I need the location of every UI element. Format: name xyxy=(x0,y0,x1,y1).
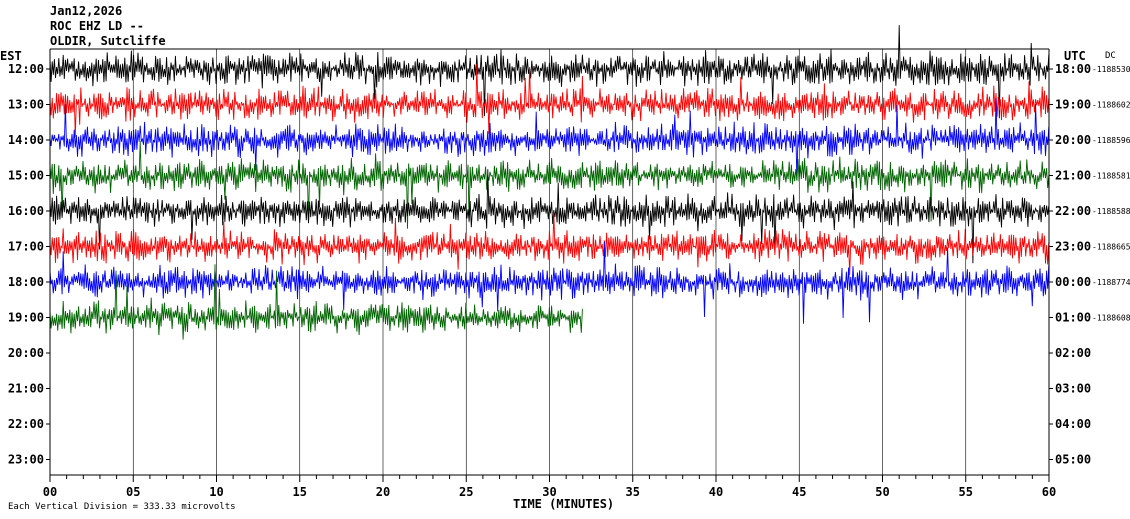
dc-offset-labels: -1188530 -1188602 -1188596 -1188581 -1188588… xyxy=(1092,65,1130,323)
x-tick-label-55: 55 xyxy=(959,485,973,499)
site-label: OLDIR, Sutcliffe xyxy=(50,34,166,48)
x-tick-label-40: 40 xyxy=(709,485,723,499)
x-tick-label-05: 05 xyxy=(126,485,140,499)
dc-value-19:00: -1188602 xyxy=(1092,101,1130,110)
trace-row-16:00 xyxy=(49,169,1050,264)
x-tick-label-25: 25 xyxy=(459,485,473,499)
est-label-18:00: 18:00 xyxy=(8,275,44,289)
utc-label-21:00: 21:00 xyxy=(1055,169,1091,183)
dc-value-23:00: -1188665 xyxy=(1092,243,1130,252)
dc-value-00:00: -1188774 xyxy=(1092,278,1130,287)
dc-value-18:00: -1188530 xyxy=(1092,65,1130,74)
seismic-traces xyxy=(49,25,1050,340)
utc-label-04:00: 04:00 xyxy=(1055,417,1091,431)
utc-label-05:00: 05:00 xyxy=(1055,453,1091,467)
x-tick-label-60: 60 xyxy=(1042,485,1056,499)
dc-value-20:00: -1188596 xyxy=(1092,136,1130,145)
x-tick-label-20: 20 xyxy=(376,485,390,499)
est-label-16:00: 16:00 xyxy=(8,204,44,218)
utc-label-03:00: 03:00 xyxy=(1055,382,1091,396)
utc-label-20:00: 20:00 xyxy=(1055,133,1091,147)
x-tick-label-00: 00 xyxy=(43,485,57,499)
minute-tick-labels: 00 05 10 15 20 25 30 35 40 45 50 55 60 xyxy=(43,485,1056,499)
utc-label-02:00: 02:00 xyxy=(1055,346,1091,360)
x-tick-label-45: 45 xyxy=(792,485,806,499)
est-label-12:00: 12:00 xyxy=(8,62,44,76)
utc-label-18:00: 18:00 xyxy=(1055,62,1091,76)
x-tick-label-50: 50 xyxy=(875,485,889,499)
x-tick-label-35: 35 xyxy=(626,485,640,499)
x-axis-title: TIME (MINUTES) xyxy=(513,497,615,511)
est-label-15:00: 15:00 xyxy=(8,169,44,183)
date-label: Jan12,2026 xyxy=(50,4,123,18)
station-label: ROC EHZ LD -- xyxy=(50,19,144,33)
utc-timezone-label: UTC xyxy=(1064,49,1086,63)
dc-header-label: DC xyxy=(1105,51,1116,61)
est-label-22:00: 22:00 xyxy=(8,417,44,431)
utc-label-23:00: 23:00 xyxy=(1055,240,1091,254)
trace-row-15:00 xyxy=(49,141,1050,229)
est-label-21:00: 21:00 xyxy=(8,382,44,396)
utc-label-22:00: 22:00 xyxy=(1055,204,1091,218)
trace-row-12:00 xyxy=(49,25,1050,119)
x-tick-label-10: 10 xyxy=(209,485,223,499)
dc-value-22:00: -1188588 xyxy=(1092,207,1130,216)
est-label-23:00: 23:00 xyxy=(8,453,44,467)
utc-label-00:00: 00:00 xyxy=(1055,275,1091,289)
utc-label-01:00: 01:00 xyxy=(1055,311,1091,325)
trace-row-14:00 xyxy=(49,98,1050,181)
x-tick-label-30: 30 xyxy=(542,485,556,499)
utc-label-19:00: 19:00 xyxy=(1055,98,1091,112)
est-label-13:00: 13:00 xyxy=(8,98,44,112)
trace-row-19:00 xyxy=(49,264,583,340)
est-label-14:00: 14:00 xyxy=(8,133,44,147)
dc-value-01:00: -1188608 xyxy=(1092,314,1130,323)
x-tick-label-15: 15 xyxy=(293,485,307,499)
footer-scale-note: Each Vertical Division = 333.33 microvol… xyxy=(8,502,236,512)
axes xyxy=(46,48,1053,482)
est-hour-labels: 12:00 13:00 14:00 15:00 16:00 17:00 18:00 19:00… xyxy=(8,62,44,467)
utc-hour-labels: 18:00 19:00 20:00 21:00 22:00 23:00 00:00 01:00… xyxy=(1055,62,1091,467)
est-timezone-label: EST xyxy=(0,49,22,63)
est-label-17:00: 17:00 xyxy=(8,240,44,254)
dc-value-21:00: -1188581 xyxy=(1092,172,1130,181)
est-label-20:00: 20:00 xyxy=(8,346,44,360)
est-label-19:00: 19:00 xyxy=(8,311,44,325)
trace-row-17:00 xyxy=(49,213,1050,275)
grid-lines xyxy=(132,49,967,475)
trace-row-13:00 xyxy=(49,63,1050,137)
